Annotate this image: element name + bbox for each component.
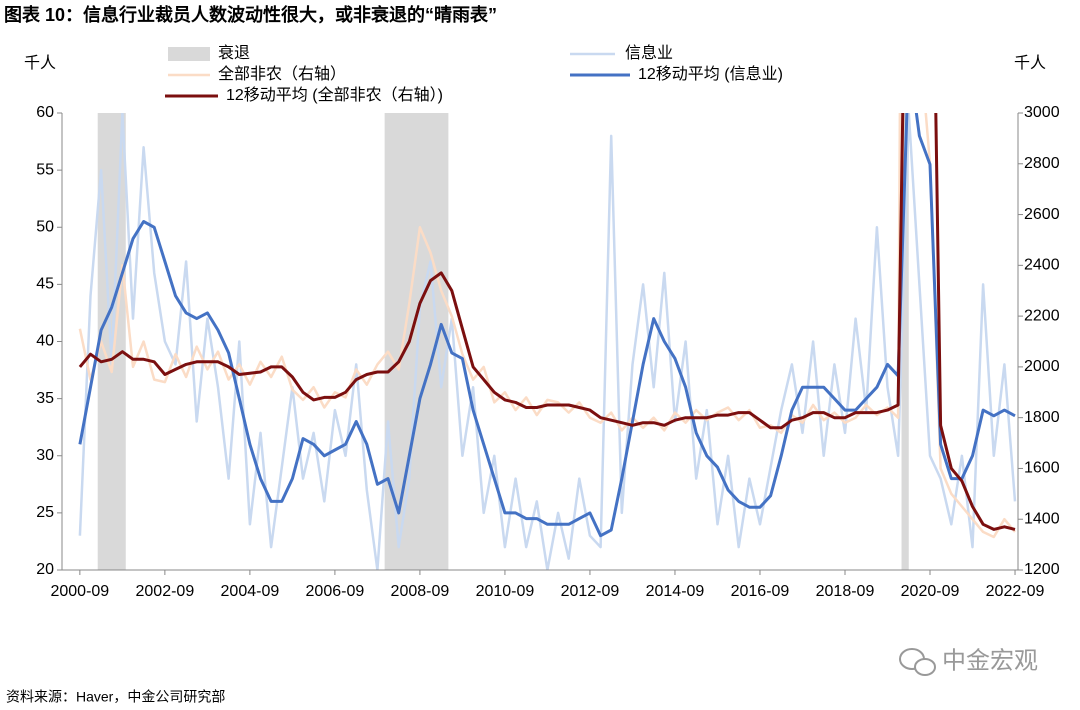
y2-tick-label: 1600 [1024, 460, 1060, 477]
recession-band [901, 113, 909, 570]
x-tick-label: 2020-09 [901, 583, 960, 600]
legend-label: 衰退 [218, 44, 250, 62]
y2-tick-label: 1200 [1024, 561, 1060, 578]
y2-tick-label: 2600 [1024, 206, 1060, 223]
y-tick-label: 30 [36, 447, 54, 464]
x-tick-label: 2022-09 [986, 583, 1045, 600]
series-line [78, 113, 1017, 570]
source-note: 资料来源：Haver，中金公司研究部 [6, 689, 225, 705]
x-tick-label: 2012-09 [561, 583, 620, 600]
x-tick-label: 2014-09 [646, 583, 705, 600]
legend-swatch [168, 47, 210, 61]
x-tick-label: 2000-09 [50, 583, 109, 600]
y2-tick-label: 1400 [1024, 510, 1060, 527]
y2-tick-label: 2400 [1024, 257, 1060, 274]
y-tick-label: 35 [36, 390, 54, 407]
legend-label: 12移动平均 (全部非农（右轴）) [226, 86, 443, 104]
x-tick-label: 2006-09 [306, 583, 365, 600]
x-tick-label: 2002-09 [136, 583, 195, 600]
y2-tick-label: 2800 [1024, 155, 1060, 172]
y2-tick-label: 1800 [1024, 409, 1060, 426]
y-tick-label: 20 [36, 561, 54, 578]
y2-tick-label: 2000 [1024, 358, 1060, 375]
x-tick-label: 2018-09 [816, 583, 875, 600]
watermark-icon [899, 648, 936, 676]
y-tick-label: 40 [36, 333, 54, 350]
y-tick-label: 50 [36, 218, 54, 235]
y2-tick-label: 2200 [1024, 307, 1060, 324]
series-line [78, 113, 1016, 531]
y-axis-label: 千人 [24, 54, 56, 72]
recession-bands [97, 113, 909, 570]
y-tick-label: 60 [36, 104, 54, 121]
series-line [78, 113, 1016, 538]
y-tick-label: 25 [36, 504, 54, 521]
y-tick-label: 55 [36, 161, 54, 178]
watermark: 中金宏观 [942, 647, 1038, 674]
y2-tick-label: 3000 [1024, 104, 1060, 121]
chart-title: 图表 10：信息行业裁员人数波动性很大，或非衰退的“晴雨表” [4, 4, 497, 25]
x-tick-label: 2008-09 [391, 583, 450, 600]
lines [78, 113, 1017, 570]
x-tick-label: 2010-09 [476, 583, 535, 600]
y2-axis-label: 千人 [1014, 54, 1046, 72]
y-tick-label: 45 [36, 276, 54, 293]
legend-label: 12移动平均 (信息业) [638, 65, 783, 83]
legend-label: 全部非农（右轴） [218, 65, 346, 83]
x-tick-label: 2016-09 [731, 583, 790, 600]
x-tick-label: 2004-09 [221, 583, 280, 600]
legend-label: 信息业 [625, 44, 673, 62]
